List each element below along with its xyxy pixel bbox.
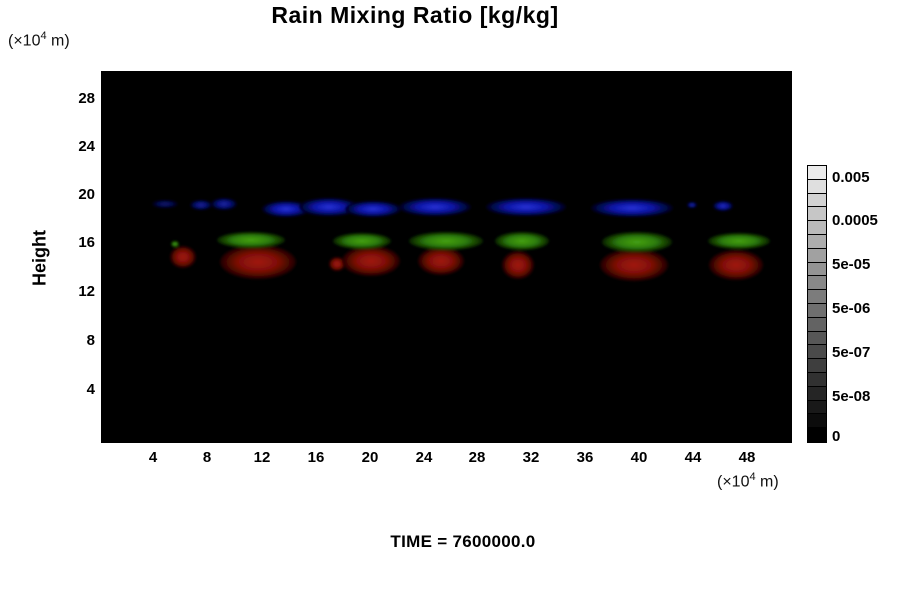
x-tick-48: 48 <box>738 449 756 466</box>
blue-isosurface-blob <box>687 202 697 208</box>
colorbar-cell <box>808 345 826 360</box>
x-tick-8: 8 <box>202 449 212 466</box>
x-tick-44: 44 <box>684 449 702 466</box>
colorbar-label-0.0005: 0.0005 <box>832 212 878 229</box>
colorbar-cell <box>808 414 826 429</box>
red-isosurface-blob <box>329 257 345 271</box>
blue-isosurface-blob <box>190 200 212 210</box>
colorbar-cell <box>808 303 826 318</box>
x-tick-12: 12 <box>253 449 271 466</box>
x-tick-36: 36 <box>576 449 594 466</box>
x-tick-24: 24 <box>415 449 433 466</box>
y-tick-12: 12 <box>78 283 95 300</box>
red-isosurface-blob <box>709 250 763 280</box>
y-tick-28: 28 <box>78 90 95 107</box>
green-isosurface-blob <box>409 232 483 250</box>
x-tick-16: 16 <box>307 449 325 466</box>
blue-isosurface-blob <box>713 201 733 211</box>
red-isosurface-blob <box>600 249 668 281</box>
unit-exponent: 4 <box>40 30 47 42</box>
blue-isosurface-blob <box>299 198 359 216</box>
unit-suffix: m) <box>46 32 70 50</box>
unit-suffix: m) <box>755 473 779 491</box>
colorbar-cell <box>808 386 826 401</box>
blue-isosurface-blob <box>591 199 673 217</box>
colorbar-cell <box>808 193 826 208</box>
unit-prefix: (×10 <box>8 32 41 50</box>
y-axis-unit-label: (×104 m) <box>8 30 70 50</box>
green-isosurface-blob <box>602 232 672 252</box>
colorbar-cell <box>808 372 826 387</box>
blue-isosurface-blob <box>152 200 178 208</box>
blue-isosurface-blob <box>345 201 401 217</box>
colorbar-cell <box>808 359 826 373</box>
colorbar-cell <box>808 290 826 304</box>
y-tick-24: 24 <box>78 138 95 155</box>
colorbar-cell <box>808 166 826 180</box>
colorbar-label-0: 0 <box>832 428 841 445</box>
red-isosurface-blob <box>418 247 464 275</box>
colorbar-cell <box>808 179 826 194</box>
y-tick-20: 20 <box>78 186 95 203</box>
green-isosurface-blob <box>333 233 391 249</box>
green-isosurface-blob <box>171 241 179 247</box>
red-isosurface-blob <box>342 246 400 276</box>
colorbar-cell <box>808 262 826 277</box>
red-isosurface-blob <box>502 251 534 279</box>
x-tick-20: 20 <box>361 449 379 466</box>
colorbar-label-0.005: 0.005 <box>832 169 870 186</box>
colorbar-cell <box>808 317 826 332</box>
blue-isosurface-blob <box>399 198 471 216</box>
y-tick-16: 16 <box>78 234 95 251</box>
x-tick-32: 32 <box>522 449 540 466</box>
chart-title: Rain Mixing Ratio [kg/kg] <box>271 2 559 28</box>
colorbar-cell <box>808 207 826 222</box>
colorbar-cell <box>808 234 826 249</box>
blue-isosurface-blob <box>211 198 237 210</box>
unit-exponent: 4 <box>749 471 756 483</box>
colorbar-cell <box>808 248 826 263</box>
x-tick-4: 4 <box>148 449 158 466</box>
colorbar-cell <box>808 400 826 415</box>
x-axis-unit-label: (×104 m) <box>717 471 779 491</box>
colorbar-cell <box>808 276 826 291</box>
blue-isosurface-blob <box>262 201 310 217</box>
time-label: TIME = 7600000.0 <box>390 532 536 551</box>
green-isosurface-blob <box>495 232 549 250</box>
isosurface-blobs-canvas <box>152 198 770 281</box>
green-isosurface-blob <box>217 232 285 248</box>
colorbar-cell <box>808 221 826 235</box>
colorbar-label-5e-06: 5e-06 <box>832 300 871 317</box>
colorbar-label-5e-07: 5e-07 <box>832 344 871 361</box>
red-isosurface-blob <box>170 246 196 268</box>
plot-area <box>101 71 792 443</box>
unit-prefix: (×10 <box>717 473 750 491</box>
y-tick-8: 8 <box>86 332 95 349</box>
y-tick-4: 4 <box>86 381 95 398</box>
colorbar-cell <box>808 428 826 442</box>
colorbar-label-5e-08: 5e-08 <box>832 388 871 405</box>
colorbar <box>807 165 827 443</box>
green-isosurface-blob <box>708 233 770 249</box>
colorbar-label-5e-05: 5e-05 <box>832 256 871 273</box>
x-tick-28: 28 <box>468 449 486 466</box>
colorbar-cell <box>808 331 826 346</box>
red-isosurface-blob <box>220 245 296 279</box>
x-tick-40: 40 <box>630 449 648 466</box>
blue-isosurface-blob <box>486 198 566 216</box>
